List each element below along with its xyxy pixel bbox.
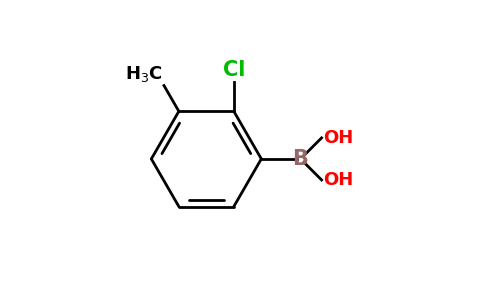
Text: Cl: Cl (223, 60, 245, 80)
Text: H$_3$C: H$_3$C (125, 64, 163, 84)
Text: OH: OH (323, 129, 353, 147)
Text: B: B (293, 149, 308, 169)
Text: OH: OH (323, 171, 353, 189)
